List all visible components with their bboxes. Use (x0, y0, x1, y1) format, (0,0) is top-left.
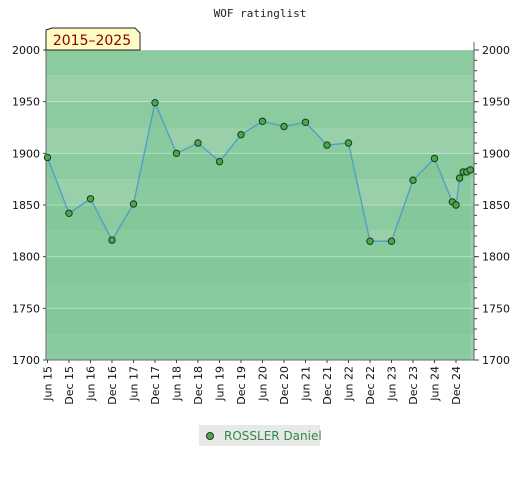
x-tick-label: Jun 23 (386, 366, 399, 402)
data-point (237, 131, 245, 139)
y-tick-label: 1900 (482, 147, 510, 160)
x-tick-label: Dec 22 (364, 366, 377, 405)
y-tick-label: 1850 (12, 199, 40, 212)
x-tick-label: Jun 22 (343, 366, 356, 402)
rating-area (47, 102, 471, 360)
data-point (65, 209, 73, 218)
y-tick-label: 1900 (12, 147, 40, 160)
y-axis-left-ticks: 1700 1750 1800 1850 1900 1950 2000 (12, 44, 46, 367)
y-tick-label: 1700 (12, 354, 40, 367)
data-point (172, 149, 181, 158)
chart-title: WOF ratinglist (214, 7, 307, 20)
rating-markers (43, 99, 474, 245)
data-point (280, 122, 288, 131)
data-point (129, 200, 138, 208)
data-point (258, 117, 267, 126)
x-tick-label: Jun 18 (171, 366, 184, 402)
x-tick-label: Jun 21 (300, 366, 313, 402)
x-tick-label: Dec 23 (407, 366, 420, 405)
x-tick-label: Dec 24 (450, 366, 463, 405)
x-tick-label: Jun 19 (214, 366, 227, 402)
data-point (409, 176, 417, 184)
data-point (452, 201, 460, 209)
legend-label: ROSSLER Daniel (224, 429, 322, 443)
x-tick-label: Jun 15 (42, 366, 55, 402)
x-tick-label: Dec 15 (63, 366, 76, 405)
y-tick-label: 1800 (12, 251, 40, 264)
data-point (215, 157, 224, 166)
x-tick-label: Dec 18 (192, 366, 205, 405)
data-point (86, 195, 95, 203)
data-point (366, 237, 374, 245)
y-tick-label: 2000 (12, 44, 40, 57)
data-point (323, 141, 331, 149)
period-badge-shape (45, 27, 141, 51)
y-tick-label: 2000 (482, 44, 510, 57)
x-tick-label: Jun 24 (429, 366, 442, 402)
x-tick-label: Dec 21 (321, 366, 334, 405)
y-axis-right-ticks: 1700 1750 1800 1850 1900 1950 2000 (474, 44, 510, 367)
x-tick-label: Dec 16 (106, 366, 119, 405)
data-point (455, 174, 464, 182)
legend-box (199, 425, 320, 446)
x-tick-label: Jun 17 (128, 366, 141, 402)
x-tick-label: Dec 17 (149, 366, 162, 405)
y-tick-label: 1750 (482, 302, 510, 315)
data-point (151, 99, 159, 107)
data-point (387, 237, 396, 245)
x-tick-label: Dec 19 (235, 366, 248, 405)
period-badge: 2015–2025 (45, 27, 141, 51)
background-band (46, 75, 474, 102)
y-tick-label: 1750 (12, 302, 40, 315)
y-tick-label: 1950 (482, 96, 510, 109)
data-point (108, 236, 116, 244)
legend: ROSSLER Daniel (199, 425, 322, 446)
legend-marker (206, 432, 214, 440)
data-point (301, 118, 310, 127)
x-tick-label: Jun 16 (85, 366, 98, 402)
period-badge-text: 2015–2025 (53, 33, 131, 49)
x-axis-ticks: Jun 15 Dec 15 Jun 16 Dec 16 Jun 17 Dec 17 Jun … (42, 360, 463, 405)
data-point (344, 139, 353, 147)
data-point (194, 139, 202, 147)
background-band (46, 50, 474, 76)
x-tick-label: Dec 20 (278, 366, 291, 405)
y-tick-label: 1800 (482, 251, 510, 264)
y-tick-label: 1950 (12, 96, 40, 109)
x-tick-label: Jun 20 (257, 366, 270, 402)
data-point (430, 154, 439, 163)
data-point (466, 166, 474, 174)
data-point (43, 153, 52, 162)
y-tick-label: 1700 (482, 354, 510, 367)
y-tick-label: 1850 (482, 199, 510, 212)
